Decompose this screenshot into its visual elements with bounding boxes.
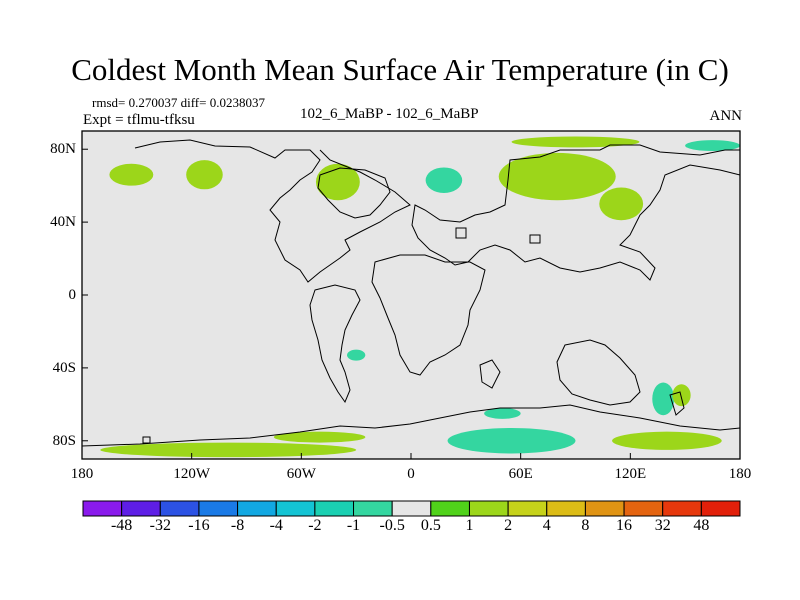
anomaly-region [511, 136, 640, 148]
stats-line: rmsd= 0.270037 diff= 0.0238037 [92, 95, 265, 110]
colorbar-label: 8 [581, 517, 590, 534]
colorbar-swatch [82, 500, 123, 517]
x-tick-label: 0 [407, 466, 415, 482]
colorbar-swatch [430, 500, 470, 517]
colorbar-swatch [198, 500, 239, 517]
anomaly-region [599, 187, 644, 221]
colorbar-label: -8 [230, 517, 245, 534]
colorbar-label: 48 [693, 517, 710, 534]
y-tick-label: 80N [50, 141, 76, 158]
anomaly-region [652, 382, 675, 416]
x-tick-label: 120W [173, 466, 210, 482]
colorbar-label: -1 [346, 517, 361, 534]
x-tick-label: 180 [70, 466, 94, 482]
anomaly-region [186, 160, 223, 190]
colorbar-label: 32 [654, 517, 671, 534]
colorbar-swatch [468, 500, 509, 517]
colorbar [82, 500, 741, 517]
colorbar-label: 2 [504, 517, 513, 534]
anomaly-region [273, 431, 366, 443]
colorbar-swatch [121, 500, 161, 517]
x-tick-label: 120E [614, 466, 647, 482]
colorbar-label: 0.5 [420, 517, 441, 534]
anomaly-region [100, 442, 357, 458]
map-background [82, 131, 740, 459]
anomaly-region [672, 384, 691, 407]
anomaly-region [484, 407, 521, 419]
colorbar-label: -32 [149, 517, 171, 534]
experiment-line: Expt = tflmu-tfksu [83, 112, 195, 128]
case-label: 102_6_MaBP - 102_6_MaBP [300, 106, 479, 122]
colorbar-swatch [507, 500, 548, 517]
colorbar-swatch [662, 500, 702, 517]
anomaly-region [498, 152, 616, 201]
axis-ticks [81, 148, 741, 459]
colorbar-label: -16 [188, 517, 210, 534]
y-tick-label: 80S [52, 432, 76, 449]
coastline-layer [81, 139, 741, 447]
anomaly-region [425, 167, 463, 193]
x-tick-label: 180 [728, 466, 752, 482]
colorbar-swatch [237, 500, 277, 517]
colorbar-swatch [314, 500, 355, 517]
season-label: ANN [709, 108, 743, 124]
colorbar-label: 16 [616, 517, 633, 534]
colorbar-swatch [584, 500, 625, 517]
colorbar-swatch [623, 500, 664, 517]
colorbar-label: -4 [269, 517, 283, 534]
colorbar-swatch [391, 500, 432, 517]
colorbar-swatch [275, 500, 316, 517]
anomaly-region [109, 163, 154, 186]
anomaly-region [612, 431, 722, 450]
y-tick-label: 40S [52, 359, 76, 376]
colorbar-swatch [159, 500, 200, 517]
colorbar-swatch [546, 500, 586, 517]
y-tick-label: 0 [68, 287, 77, 303]
colorbar-label: -0.5 [379, 517, 405, 534]
anomaly-region [347, 349, 366, 361]
colorbar-label: -2 [308, 517, 322, 534]
anomaly-region [447, 428, 576, 454]
x-tick-label: 60W [286, 466, 316, 482]
colorbar-label: 4 [542, 517, 551, 534]
colorbar-label: -48 [110, 517, 133, 534]
chart-title: Coldest Month Mean Surface Air Temperatu… [71, 52, 729, 87]
x-tick-label: 60E [508, 466, 533, 482]
colorbar-swatch [700, 500, 741, 517]
colorbar-label: 1 [465, 517, 474, 534]
colorbar-swatch [353, 500, 393, 517]
y-tick-label: 40N [50, 214, 76, 231]
anomaly-region [685, 140, 740, 152]
